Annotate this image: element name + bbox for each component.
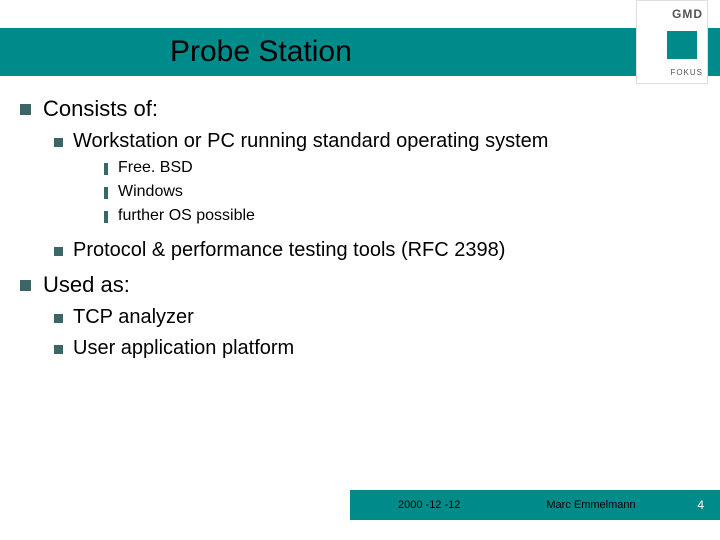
bullet-l3: Free. BSD [104, 159, 700, 177]
bullet-l2: User application platform [54, 337, 700, 360]
logo-accent-square [667, 31, 697, 59]
logo-box: GMD FOKUS [636, 0, 708, 84]
bullet-l1: Consists of: [20, 96, 700, 122]
square-bullet-icon [54, 138, 63, 147]
bullet-text: User application platform [73, 337, 294, 360]
bullet-text: Consists of: [43, 96, 158, 122]
bullet-text: Free. BSD [118, 159, 193, 177]
square-bullet-icon [54, 247, 63, 256]
square-bullet-icon [20, 104, 31, 115]
footer-band: 2000 -12 -12 Marc Emmelmann 4 [0, 490, 720, 520]
content-area: Consists of: Workstation or PC running s… [20, 96, 700, 364]
footer-date: 2000 -12 -12 [398, 499, 460, 511]
footer-author: Marc Emmelmann [546, 499, 635, 511]
footer-right-band: 2000 -12 -12 Marc Emmelmann 4 [350, 490, 720, 520]
bar-bullet-icon [104, 187, 108, 199]
logo-sub: FOKUS [670, 68, 703, 77]
logo-brand: GMD [672, 7, 703, 21]
square-bullet-icon [54, 345, 63, 354]
bullet-text: Windows [118, 183, 183, 201]
square-bullet-icon [54, 314, 63, 323]
square-bullet-icon [20, 280, 31, 291]
footer-page-number: 4 [697, 498, 704, 512]
slide-title: Probe Station [170, 35, 352, 69]
bullet-l3: Windows [104, 183, 700, 201]
bullet-text: Used as: [43, 272, 130, 298]
bullet-text: Protocol & performance testing tools (RF… [73, 239, 505, 262]
bullet-l2: Workstation or PC running standard opera… [54, 130, 700, 153]
bullet-l2: Protocol & performance testing tools (RF… [54, 239, 700, 262]
bullet-text: further OS possible [118, 207, 255, 225]
bar-bullet-icon [104, 163, 108, 175]
bullet-l2: TCP analyzer [54, 306, 700, 329]
bar-bullet-icon [104, 211, 108, 223]
header-band: Probe Station [0, 28, 720, 76]
bullet-l3: further OS possible [104, 207, 700, 225]
bullet-text: Workstation or PC running standard opera… [73, 130, 548, 153]
bullet-text: TCP analyzer [73, 306, 194, 329]
bullet-l1: Used as: [20, 272, 700, 298]
